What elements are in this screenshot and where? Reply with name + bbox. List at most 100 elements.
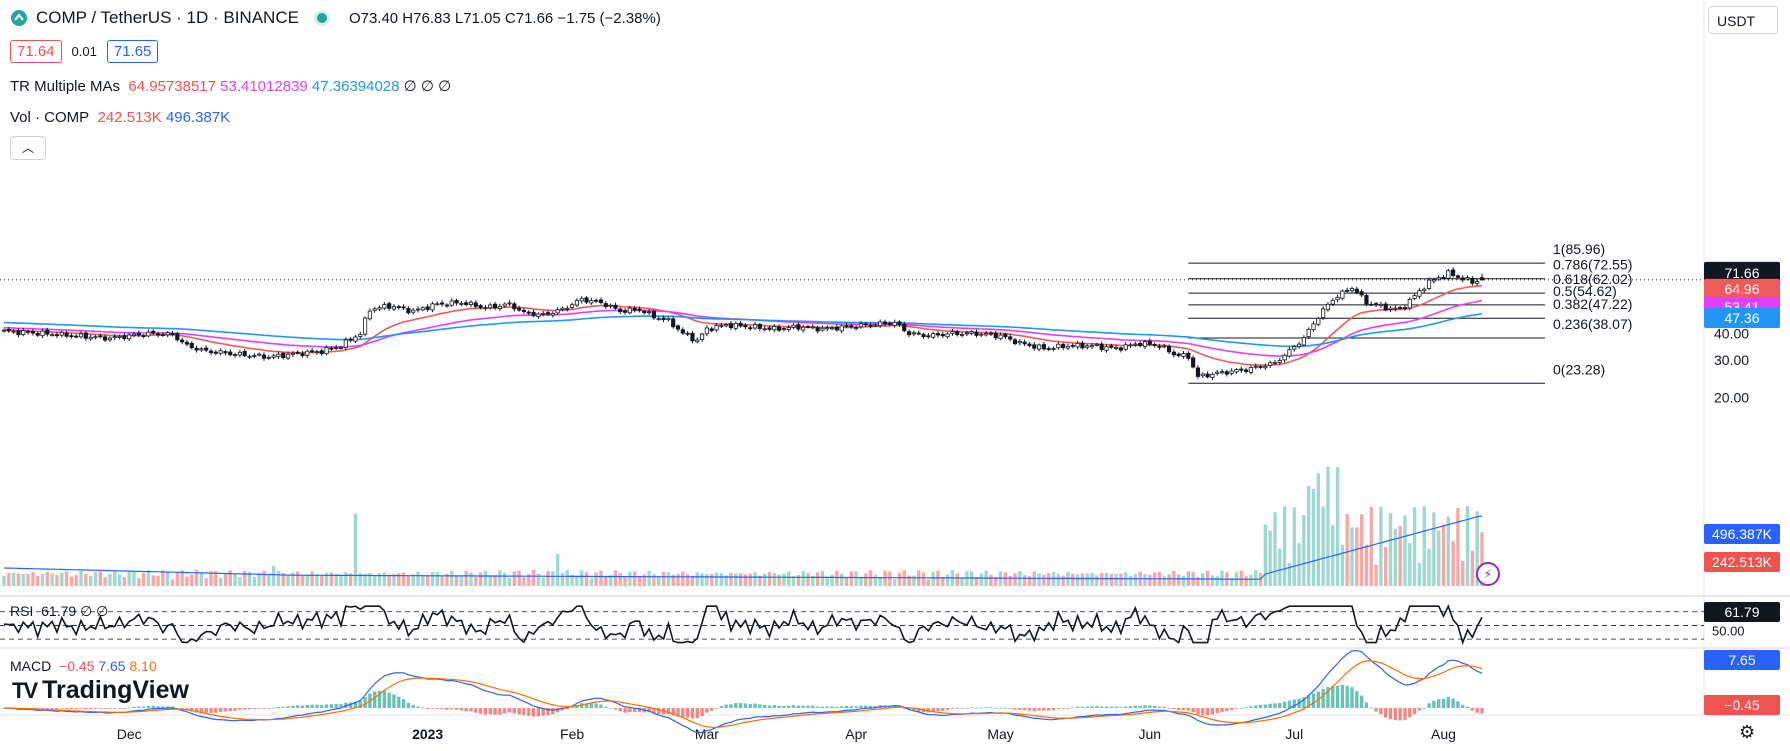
macd-histogram-bar	[483, 708, 488, 715]
rsi-legend[interactable]: RSI 61.79 ∅ ∅	[10, 603, 108, 620]
volume-bar	[1355, 527, 1359, 586]
ma-legend[interactable]: TR Multiple MAs 64.95738517 53.41012839 …	[10, 77, 451, 95]
candle-down	[738, 322, 743, 327]
candle-down	[1195, 367, 1201, 377]
macd-legend[interactable]: MACD −0.45 7.65 8.10	[10, 658, 157, 674]
volume-bar	[218, 577, 223, 586]
candle-up	[695, 339, 700, 343]
macd-histogram-bar	[1143, 705, 1147, 708]
volume-bar	[1451, 541, 1455, 586]
macd-histogram-bar	[137, 706, 141, 708]
volume-bar	[1292, 507, 1296, 586]
macd-histogram-bar	[560, 708, 565, 711]
macd-histogram-bar	[512, 708, 517, 714]
volume-bar	[305, 575, 309, 586]
volume-tag-bg	[1704, 552, 1780, 572]
macd-histogram-bar	[1191, 708, 1195, 713]
macd-histogram-bar	[243, 708, 247, 710]
volume-bar	[324, 572, 329, 586]
volume-bar	[604, 576, 608, 586]
volume-bar	[243, 570, 247, 586]
macd-histogram-bar	[113, 708, 117, 709]
macd-histogram-bar	[690, 708, 695, 719]
volume-bar	[474, 577, 478, 586]
time-tick-label: Aug	[1431, 726, 1456, 742]
candle-up	[1075, 342, 1080, 348]
volume-bar	[7, 572, 11, 586]
volume-bar	[1456, 507, 1460, 586]
macd-histogram-bar	[859, 705, 863, 708]
candle-up	[367, 310, 372, 320]
collapse-legend-button[interactable]: ︿	[10, 136, 46, 160]
fib-level-label: 1(85.96)	[1553, 241, 1605, 257]
volume-bar	[1350, 527, 1354, 586]
volume-bar	[1201, 573, 1205, 586]
volume-bar	[1244, 576, 1248, 586]
symbol-title[interactable]: COMP / TetherUS · 1D · BINANCE	[36, 8, 299, 27]
lightning-icon[interactable]: ⚡	[1476, 562, 1500, 586]
macd-histogram-bar	[979, 707, 983, 709]
currency-select[interactable]: USDT	[1708, 6, 1778, 34]
volume-bar	[608, 575, 613, 586]
macd-histogram-bar	[1417, 708, 1422, 711]
volume-bar	[363, 573, 367, 586]
volume-bar	[1042, 575, 1046, 586]
volume-bar	[1095, 575, 1099, 586]
candle-up	[1378, 303, 1383, 307]
time-tick-label: Mar	[695, 726, 719, 742]
macd-histogram-bar	[517, 708, 521, 715]
macd-histogram-bar	[1446, 696, 1450, 708]
candle-up	[1104, 346, 1109, 351]
candle-up	[127, 334, 132, 340]
gear-icon[interactable]: ⚙	[1739, 722, 1756, 742]
macd-histogram-bar	[685, 708, 690, 718]
candle-down	[1147, 340, 1152, 345]
volume-bar	[406, 575, 411, 586]
trade-panel: 71.64 0.01 71.65	[10, 40, 159, 63]
volume-legend[interactable]: Vol · COMP 242.513K 496.387K	[10, 109, 230, 126]
volume-bar	[815, 572, 820, 586]
buy-button[interactable]: 71.65	[106, 40, 159, 63]
volume-bar	[1104, 572, 1109, 586]
tradingview-logo[interactable]: TV TradingView	[12, 676, 189, 705]
candle-up	[1128, 344, 1133, 347]
volume-bar	[1148, 574, 1152, 586]
volume-bar	[387, 574, 391, 586]
candle-up	[565, 307, 570, 310]
volume-bar	[1326, 466, 1330, 586]
macd-histogram-bar	[849, 706, 854, 708]
macd-histogram-bar	[377, 690, 382, 708]
candle-down	[45, 329, 50, 335]
last-price-tag: 71.66	[1724, 265, 1759, 281]
candle-down	[907, 331, 912, 336]
macd-histogram-bar	[1018, 708, 1022, 710]
volume-bar	[64, 571, 69, 586]
volume-bar	[1311, 488, 1316, 586]
macd-histogram-bar	[459, 708, 464, 711]
sell-button[interactable]: 71.64	[10, 40, 62, 63]
candle-down	[329, 347, 334, 350]
volume-bar	[344, 572, 348, 586]
candle-up	[752, 324, 758, 329]
macd-histogram-bar	[1374, 708, 1378, 712]
volume-bar	[151, 575, 155, 586]
candle-up	[233, 354, 238, 357]
macd-histogram-bar	[695, 708, 699, 719]
time-tick-label: Jun	[1139, 726, 1162, 742]
macd-histogram-bar	[170, 706, 175, 708]
candle-up	[252, 355, 257, 358]
candle-up	[704, 327, 709, 335]
candle-down	[30, 331, 35, 334]
candle-down	[1191, 357, 1196, 368]
candle-up	[1200, 373, 1205, 377]
volume-bar	[498, 570, 502, 586]
macd-histogram-bar	[103, 708, 107, 710]
candle-up	[372, 308, 377, 311]
volume-bar	[989, 574, 993, 586]
fib-level-label: 0.5(54.62)	[1553, 283, 1617, 299]
candle-up	[362, 317, 368, 335]
candle-down	[748, 327, 753, 330]
volume-bar	[1422, 506, 1426, 586]
volume-bar	[1306, 485, 1311, 586]
